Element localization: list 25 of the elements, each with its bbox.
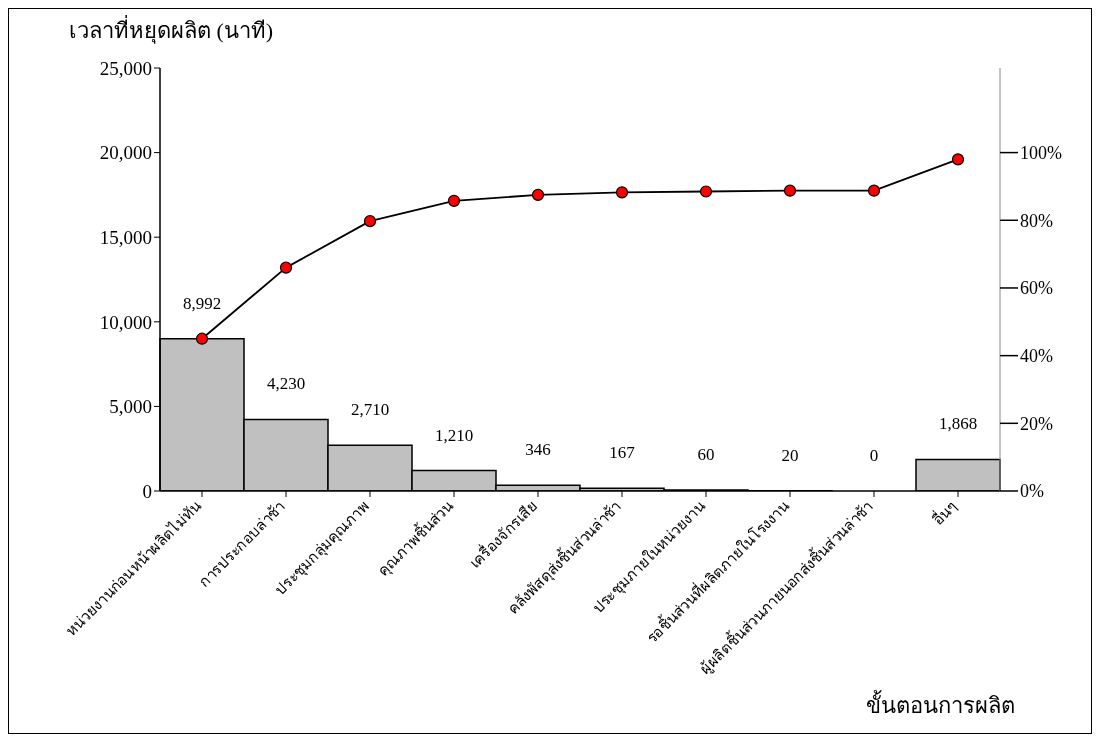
- data-label: 1,210: [434, 425, 474, 445]
- data-label: 20: [781, 445, 799, 465]
- data-label: 346: [525, 440, 551, 460]
- y2-tick-label: 20%: [1020, 413, 1053, 434]
- data-label: 8,992: [182, 293, 222, 313]
- y2-tick-label: 0%: [1020, 481, 1044, 502]
- y-tick-label: 5,000: [109, 396, 152, 418]
- y-tick-label: 15,000: [99, 226, 152, 248]
- x-axis-title: ขั้นตอนการผลิต: [866, 690, 1015, 718]
- data-label: 2,710: [350, 400, 390, 420]
- y2-tick-label: 80%: [1020, 210, 1053, 231]
- data-label: 60: [697, 444, 715, 464]
- data-label: 167: [609, 443, 636, 463]
- y-tick-label: 10,000: [99, 311, 152, 333]
- y-tick-label: 0: [142, 480, 152, 502]
- y2-tick-label: 40%: [1020, 346, 1053, 367]
- data-label: 4,230: [266, 374, 306, 394]
- y2-tick-label: 100%: [1020, 142, 1062, 163]
- y-axis-title: เวลาที่หยุดผลิต (นาที): [69, 15, 274, 44]
- y2-tick-label: 60%: [1020, 278, 1053, 299]
- data-label: 1,868: [938, 414, 978, 434]
- data-label: 0: [869, 446, 879, 465]
- y-tick-label: 25,000: [99, 57, 152, 79]
- y-tick-label: 20,000: [99, 142, 152, 164]
- x-tick-label: อื่นๆ: [927, 495, 961, 529]
